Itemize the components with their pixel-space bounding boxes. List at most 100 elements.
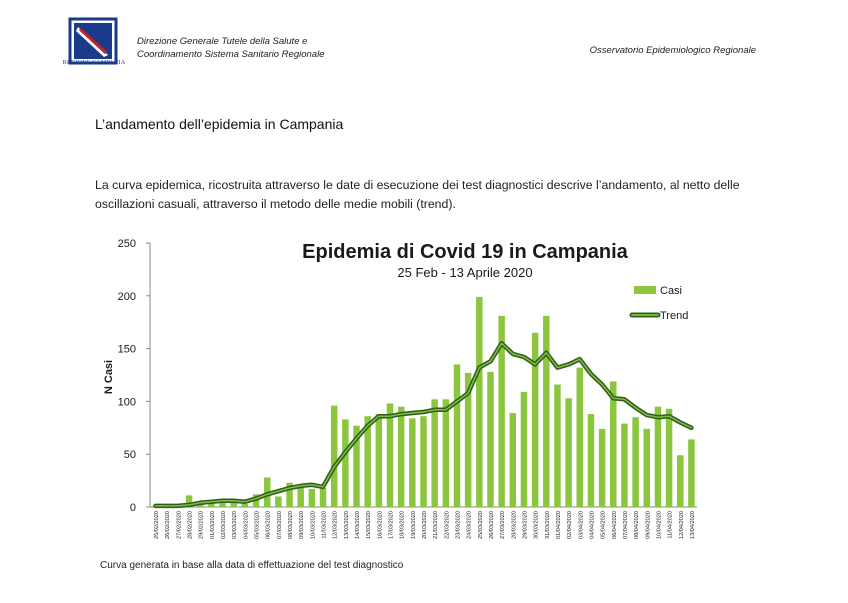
x-tick-label: 06/03/2020: [266, 511, 272, 539]
header-department: Direzione Generale Tutele della Salute e…: [137, 35, 324, 61]
bar: [621, 423, 628, 507]
x-tick-label: 01/03/2020: [210, 511, 216, 539]
bar: [219, 501, 226, 507]
bar: [297, 485, 304, 507]
x-tick-label: 11/04/2020: [668, 511, 674, 539]
bar: [520, 391, 528, 507]
regione-campania-logo: [68, 17, 120, 69]
bar: [230, 501, 237, 507]
x-tick-label: 11/03/2020: [322, 511, 328, 539]
bar: [688, 439, 695, 507]
legend-casi-label: Casi: [660, 285, 682, 297]
x-tick-label: 27/02/2020: [176, 511, 182, 539]
bar: [409, 418, 416, 507]
bar: [598, 428, 606, 507]
bar: [643, 428, 651, 507]
y-tick-label: 150: [118, 344, 136, 356]
x-tick-label: 13/04/2020: [690, 511, 696, 539]
bar: [610, 381, 617, 507]
bar: [431, 399, 438, 507]
bar: [319, 487, 327, 507]
bar: [498, 315, 505, 507]
x-tick-label: 15/03/2020: [366, 511, 372, 539]
x-axis-ticks: 25/02/2020 26/02/2020 27/02/2020 28/02/2020…: [154, 511, 696, 539]
bar: [565, 398, 572, 507]
y-tick-label: 200: [118, 291, 136, 303]
bar: [487, 371, 494, 507]
bar: [464, 372, 472, 507]
bar: [576, 367, 584, 507]
y-tick-label: 50: [124, 449, 136, 461]
x-tick-label: 18/03/2020: [400, 511, 406, 539]
x-tick-label: 23/03/2020: [456, 511, 462, 539]
x-tick-label: 04/03/2020: [243, 511, 249, 539]
chart-title: Epidemia di Covid 19 in Campania: [302, 241, 629, 263]
x-tick-label: 14/03/2020: [355, 511, 361, 539]
bar: [509, 413, 517, 507]
x-tick-label: 22/03/2020: [444, 511, 450, 539]
bar: [185, 495, 193, 507]
bar: [442, 399, 450, 507]
header-department-line2: Coordinamento Sistema Sanitario Regional…: [137, 49, 325, 60]
x-tick-label: 02/04/2020: [567, 511, 573, 539]
y-tick-label: 0: [130, 502, 136, 514]
x-tick-label: 08/03/2020: [288, 511, 294, 539]
y-axis-ticks: 0 50 100 150 200 250: [118, 238, 150, 514]
x-tick-label: 07/04/2020: [623, 511, 629, 539]
x-tick-label: 19/03/2020: [411, 511, 417, 539]
x-tick-label: 25/03/2020: [478, 511, 484, 539]
bar: [587, 414, 595, 507]
x-tick-label: 02/03/2020: [221, 511, 227, 539]
bar: [665, 408, 673, 507]
legend: Casi Trend: [629, 285, 688, 322]
x-tick-label: 13/03/2020: [344, 511, 350, 539]
bar: [476, 296, 483, 507]
bar: [397, 406, 405, 507]
x-tick-label: 31/03/2020: [545, 511, 551, 539]
x-tick-label: 21/03/2020: [433, 511, 439, 539]
bar: [353, 425, 360, 507]
bar: [208, 501, 215, 507]
bar: [286, 482, 293, 507]
bar: [632, 417, 639, 507]
x-tick-label: 06/04/2020: [612, 511, 618, 539]
bar: [342, 419, 349, 507]
header-observatory: Osservatorio Epidemiologico Regionale: [589, 45, 756, 56]
logo-text: REGIONE CAMPANIA: [62, 60, 126, 66]
bar: [654, 406, 662, 507]
y-tick-label: 250: [118, 238, 136, 250]
bar: [364, 416, 371, 507]
x-tick-label: 20/03/2020: [422, 511, 428, 539]
x-tick-label: 25/02/2020: [154, 511, 160, 539]
x-tick-label: 08/04/2020: [634, 511, 640, 539]
legend-trend-label: Trend: [660, 310, 688, 322]
bar: [420, 416, 427, 507]
legend-casi-swatch: [634, 286, 656, 294]
bar-series: [152, 296, 695, 507]
x-tick-label: 04/04/2020: [589, 511, 595, 539]
y-axis-label: N Casi: [103, 360, 115, 394]
bar: [386, 403, 394, 507]
section-title: L’andamento dell’epidemia in Campania: [95, 116, 344, 132]
x-tick-label: 28/02/2020: [188, 511, 194, 539]
bar: [531, 332, 539, 507]
x-tick-label: 05/04/2020: [601, 511, 607, 539]
bar: [275, 496, 282, 507]
x-tick-label: 05/03/2020: [255, 511, 261, 539]
x-tick-label: 28/03/2020: [511, 511, 517, 539]
x-tick-label: 29/02/2020: [199, 511, 205, 539]
bar: [375, 414, 383, 507]
chart-caption: Curva generata in base alla data di effe…: [100, 560, 404, 571]
bar: [196, 503, 204, 507]
x-tick-label: 29/03/2020: [523, 511, 529, 539]
x-tick-label: 17/03/2020: [389, 511, 395, 539]
x-tick-label: 03/04/2020: [578, 511, 584, 539]
body-paragraph: La curva epidemica, ricostruita attraver…: [95, 178, 740, 211]
x-tick-label: 09/03/2020: [299, 511, 305, 539]
x-tick-label: 07/03/2020: [277, 511, 283, 539]
x-tick-label: 10/04/2020: [656, 511, 662, 539]
x-tick-label: 30/03/2020: [534, 511, 540, 539]
x-tick-label: 16/03/2020: [377, 511, 383, 539]
x-tick-label: 03/03/2020: [232, 511, 238, 539]
